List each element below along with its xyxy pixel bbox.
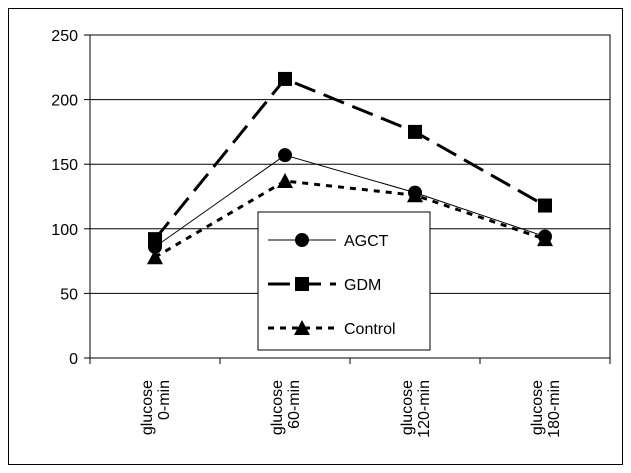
legend-marker-gdm: [295, 277, 309, 291]
y-tick-label: 150: [51, 157, 78, 174]
series-gdm: [148, 71, 552, 247]
x-tick-label-line: 60-min: [286, 380, 303, 429]
series-agct: [148, 148, 552, 254]
x-tick-label-line: 120-min: [416, 380, 433, 438]
data-point-gdm: [538, 198, 552, 213]
x-tick-label-line: glucose: [399, 380, 416, 435]
x-tick-label-line: 180-min: [546, 380, 563, 438]
y-tick-labels: 0 50 100 150 200 250: [51, 28, 78, 368]
y-tick-label: 0: [69, 351, 78, 368]
x-tick-label: glucose60-min: [269, 380, 303, 435]
y-tick-label: 50: [60, 286, 78, 303]
y-tick-label: 200: [51, 93, 78, 110]
legend-item-gdm: GDM: [268, 277, 381, 294]
data-point-gdm: [148, 232, 162, 247]
data-point-control: [147, 249, 163, 265]
y-tick-label: 100: [51, 222, 78, 239]
legend-item-control: Control: [268, 320, 396, 338]
legend-label-control: Control: [344, 321, 396, 338]
legend-label-agct: AGCT: [344, 233, 389, 250]
x-tick-labels: glucose0-min glucose60-min glucose120-min g…: [139, 380, 563, 438]
data-point-control: [277, 172, 293, 188]
x-tick-label-line: glucose: [139, 380, 156, 435]
legend-marker-agct: [295, 233, 309, 247]
data-point-gdm: [408, 124, 422, 139]
series-control: [147, 172, 553, 265]
x-tick-label-text: glucose180-min: [529, 380, 563, 438]
x-tick-label: glucose180-min: [529, 380, 563, 438]
legend-marker-control: [294, 320, 310, 335]
x-tick-label-line: glucose: [269, 380, 286, 435]
legend-label-gdm: GDM: [344, 277, 381, 294]
x-tick-label-line: glucose: [529, 380, 546, 435]
legend: AGCT GDM Control: [257, 211, 431, 351]
data-point-gdm: [278, 71, 292, 86]
x-tick-label-text: glucose0-min: [139, 380, 173, 435]
data-point-control: [407, 187, 423, 203]
data-point-agct: [278, 148, 292, 163]
series-line-gdm: [153, 77, 546, 241]
x-tick-label-text: glucose120-min: [399, 380, 433, 438]
legend-item-agct: AGCT: [268, 233, 389, 250]
series-layer: [147, 71, 553, 265]
series-line-agct: [154, 154, 546, 248]
legend-box: [257, 211, 431, 351]
axes-layer: [84, 34, 611, 364]
series-line-control: [154, 179, 546, 259]
x-tick-label-text: glucose60-min: [269, 380, 303, 435]
y-tick-label: 250: [51, 28, 78, 45]
x-tick-label: glucose120-min: [399, 380, 433, 438]
x-tick-label-line: 0-min: [156, 380, 173, 420]
x-tick-label: glucose0-min: [139, 380, 173, 435]
data-point-control: [537, 231, 553, 247]
